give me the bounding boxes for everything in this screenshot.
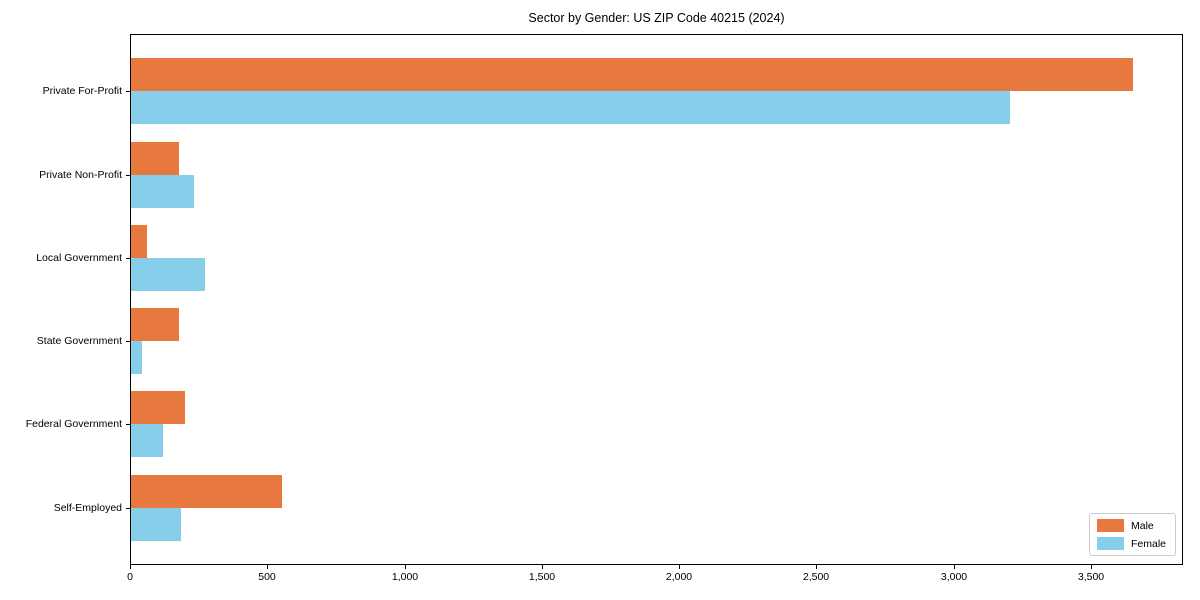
legend-label-male: Male: [1130, 519, 1154, 532]
xtick-label-0: 0: [127, 571, 133, 583]
bar-male-state-government: [131, 307, 180, 341]
bar-female-state-government: [131, 340, 142, 374]
xtick-mark-1,500: [542, 565, 543, 569]
xtick-mark-2,500: [816, 565, 817, 569]
xtick-label-2,000: 2,000: [665, 571, 693, 583]
xtick-label-1,000: 1,000: [391, 571, 419, 583]
ytick-mark-private-non-profit: [126, 175, 130, 176]
bar-female-federal-government: [131, 423, 164, 457]
ytick-mark-federal-government: [126, 424, 130, 425]
bar-male-private-non-profit: [131, 141, 180, 175]
ytick-label-private-for-profit: Private For-Profit: [42, 85, 122, 97]
xtick-mark-0: [130, 565, 131, 569]
xtick-label-500: 500: [258, 571, 276, 583]
bar-male-local-government: [131, 224, 147, 258]
legend-label-female: Female: [1130, 537, 1166, 550]
legend-swatch-female: [1096, 537, 1124, 550]
ytick-label-private-non-profit: Private Non-Profit: [39, 169, 122, 181]
xtick-mark-1,000: [405, 565, 406, 569]
bar-female-private-for-profit: [131, 90, 1010, 124]
plot-area: Male Female: [130, 34, 1183, 565]
ytick-label-state-government: State Government: [36, 335, 122, 347]
legend-swatch-male: [1096, 519, 1124, 532]
chart-title: Sector by Gender: US ZIP Code 40215 (202…: [528, 11, 785, 25]
ytick-label-federal-government: Federal Government: [25, 418, 122, 430]
bar-female-local-government: [131, 257, 206, 291]
legend: Male Female: [1088, 513, 1176, 556]
xtick-label-1,500: 1,500: [528, 571, 556, 583]
ytick-mark-local-government: [126, 258, 130, 259]
xtick-label-3,000: 3,000: [940, 571, 968, 583]
bar-female-self-employed: [131, 507, 181, 541]
bar-male-private-for-profit: [131, 57, 1134, 91]
xtick-mark-500: [267, 565, 268, 569]
legend-item-female: Female: [1096, 537, 1166, 550]
ytick-mark-private-for-profit: [126, 91, 130, 92]
xtick-label-2,500: 2,500: [802, 571, 830, 583]
ytick-label-self-employed: Self-Employed: [53, 502, 122, 514]
xtick-mark-3,000: [954, 565, 955, 569]
ytick-label-local-government: Local Government: [36, 252, 122, 264]
bar-male-self-employed: [131, 474, 282, 508]
xtick-label-3,500: 3,500: [1077, 571, 1105, 583]
xtick-mark-3,500: [1091, 565, 1092, 569]
bar-male-federal-government: [131, 390, 186, 424]
ytick-mark-self-employed: [126, 508, 130, 509]
ytick-mark-state-government: [126, 341, 130, 342]
bar-female-private-non-profit: [131, 174, 195, 208]
legend-item-male: Male: [1096, 519, 1166, 532]
xtick-mark-2,000: [679, 565, 680, 569]
